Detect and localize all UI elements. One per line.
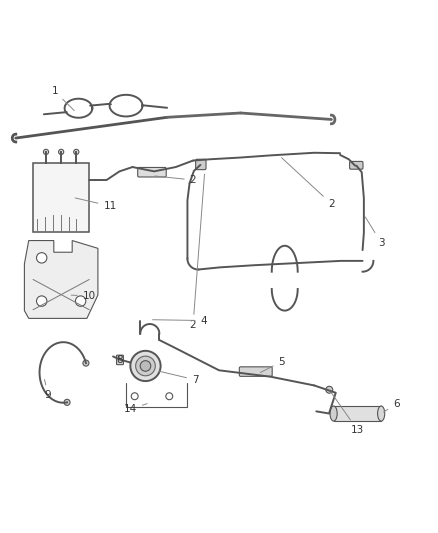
Text: 5: 5 bbox=[261, 357, 285, 373]
Text: 9: 9 bbox=[45, 379, 52, 400]
Circle shape bbox=[83, 360, 89, 366]
Text: 8: 8 bbox=[116, 356, 123, 365]
Circle shape bbox=[131, 393, 138, 400]
Text: 10: 10 bbox=[71, 291, 96, 301]
Text: 1: 1 bbox=[51, 86, 74, 111]
Text: 7: 7 bbox=[159, 371, 198, 385]
FancyBboxPatch shape bbox=[196, 159, 206, 169]
FancyBboxPatch shape bbox=[239, 367, 272, 376]
Text: 11: 11 bbox=[75, 198, 117, 211]
Circle shape bbox=[36, 253, 47, 263]
Circle shape bbox=[140, 361, 151, 372]
Circle shape bbox=[43, 149, 49, 155]
FancyBboxPatch shape bbox=[350, 161, 363, 169]
Circle shape bbox=[75, 296, 86, 306]
Circle shape bbox=[131, 351, 161, 381]
FancyBboxPatch shape bbox=[138, 167, 166, 177]
Text: 13: 13 bbox=[331, 392, 364, 435]
Text: 14: 14 bbox=[124, 403, 147, 414]
FancyBboxPatch shape bbox=[33, 163, 89, 232]
Text: 6: 6 bbox=[384, 399, 399, 412]
FancyBboxPatch shape bbox=[117, 355, 124, 365]
Ellipse shape bbox=[378, 406, 385, 421]
Circle shape bbox=[136, 356, 155, 376]
Text: 2: 2 bbox=[155, 175, 196, 185]
Text: 4: 4 bbox=[152, 316, 207, 326]
Polygon shape bbox=[25, 240, 98, 318]
Text: 3: 3 bbox=[365, 217, 385, 248]
Text: 2: 2 bbox=[282, 158, 335, 209]
Circle shape bbox=[74, 149, 79, 155]
Circle shape bbox=[166, 393, 173, 400]
FancyBboxPatch shape bbox=[334, 406, 381, 421]
Circle shape bbox=[36, 296, 47, 306]
Circle shape bbox=[64, 399, 70, 406]
Circle shape bbox=[326, 386, 333, 393]
Ellipse shape bbox=[330, 406, 337, 421]
Circle shape bbox=[59, 149, 64, 155]
Text: 2: 2 bbox=[190, 174, 205, 330]
